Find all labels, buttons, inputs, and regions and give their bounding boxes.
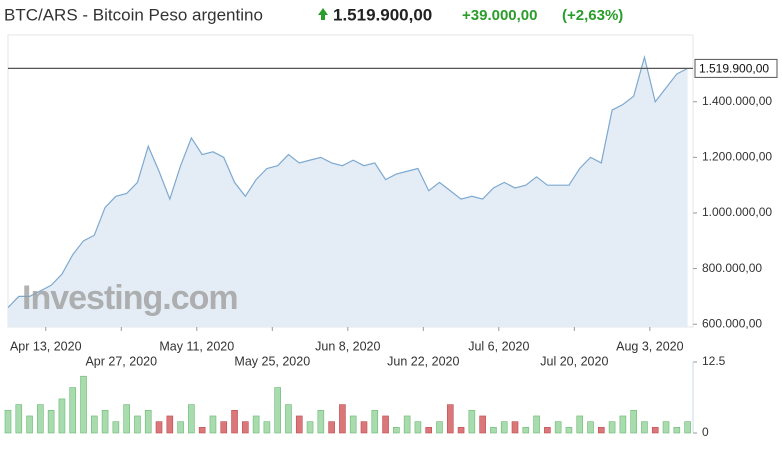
up-arrow [318, 8, 328, 20]
volume-bar [522, 427, 530, 434]
y-tick-label: 800.000,00 [702, 261, 762, 275]
volume-bar [651, 427, 659, 434]
x-tick-label: May 11, 2020 [159, 339, 234, 353]
volume-bar [576, 415, 584, 434]
volume-bar [479, 415, 486, 434]
volume-bar [554, 421, 562, 434]
volume-bar [242, 421, 249, 434]
title: BTC/ARS - Bitcoin Peso argentino [4, 5, 263, 24]
x-tick-label: Apr 27, 2020 [85, 354, 157, 368]
volume-bar [446, 404, 454, 434]
volume-bar [619, 415, 627, 434]
y-tick-label: 1.000.000,00 [702, 205, 772, 219]
change: +39.000,00 [462, 7, 538, 24]
volume-bar [511, 421, 519, 434]
volume-bar [209, 415, 217, 434]
volume-bar [274, 387, 281, 434]
volume-bar [533, 415, 540, 434]
y2-tick-label: 12.5 [702, 354, 726, 368]
volume-bar [15, 404, 23, 434]
volume-bar [328, 421, 335, 434]
y-tick-label: 1.200.000,00 [702, 150, 772, 164]
volume-bar [641, 421, 648, 434]
price: 1.519.900,00 [333, 5, 432, 24]
volume-bar [198, 427, 206, 434]
volume-bar [360, 421, 368, 434]
x-tick-label: May 25, 2020 [234, 354, 310, 368]
volume-bar [231, 409, 238, 434]
volume-bar [58, 398, 66, 434]
volume-bar [123, 404, 130, 434]
volume-bar [339, 404, 346, 434]
volume-bar [587, 421, 594, 434]
price-line [7, 54, 688, 308]
volume-bar [101, 409, 109, 434]
volume-bar [177, 421, 184, 434]
volume-bar [47, 409, 55, 434]
volume-bar [468, 409, 476, 434]
volume-bar [544, 427, 551, 434]
volume-bar [144, 409, 152, 434]
price-line-label: 1.519.900,00 [699, 62, 769, 76]
volume-bar [295, 415, 303, 434]
volume-bar [90, 415, 98, 434]
volume-bar [285, 404, 292, 434]
volume-bar [26, 415, 33, 434]
volume-bar [608, 421, 616, 434]
volume-bar [500, 421, 508, 434]
volume-bar [112, 421, 120, 434]
x-tick-label: Aug 3, 2020 [616, 339, 683, 353]
volume-bar [382, 415, 389, 434]
volume-bar [166, 415, 174, 434]
volume-bar [349, 415, 357, 434]
y2-tick-label: 0 [702, 425, 709, 439]
x-tick-label: Jul 20, 2020 [540, 354, 608, 368]
volume-bar [188, 404, 195, 434]
volume-bar [673, 427, 681, 434]
volume-bar [684, 421, 691, 434]
volume-bar [134, 415, 141, 434]
y-tick-label: 600.000,00 [702, 316, 762, 330]
volume-bar [155, 421, 163, 434]
volume-bar [490, 427, 497, 434]
x-tick-label: Jun 22, 2020 [387, 354, 459, 368]
change-pct: (+2,63%) [562, 7, 623, 24]
x-tick-label: Jul 6, 2020 [468, 339, 529, 353]
volume-bar [565, 427, 573, 434]
watermark: Investing.com [22, 279, 238, 317]
volume-bar [414, 421, 422, 434]
volume-bar [252, 415, 260, 434]
volume-bar [80, 375, 87, 434]
volume-bar [425, 427, 433, 434]
volume-bar [598, 427, 605, 434]
volume-bar [630, 409, 637, 434]
volume-bar [393, 427, 400, 434]
volume-bar [317, 409, 325, 434]
y-tick-label: 1.400.000,00 [702, 94, 772, 108]
volume-bar [662, 421, 670, 434]
x-tick-label: Apr 13, 2020 [10, 339, 82, 353]
volume-bar [220, 421, 228, 434]
volume-bar [263, 421, 271, 434]
volume-bar [403, 415, 411, 434]
volume-bar [371, 409, 379, 434]
volume-bar [37, 404, 44, 434]
price-label-box [694, 58, 778, 78]
volume-bar [306, 421, 314, 434]
volume-bar [4, 409, 12, 434]
volume-bar [436, 421, 443, 434]
volume-bar [457, 427, 465, 434]
x-tick-label: Jun 8, 2020 [315, 339, 380, 353]
price-area [8, 57, 688, 327]
volume-bar [69, 387, 77, 434]
